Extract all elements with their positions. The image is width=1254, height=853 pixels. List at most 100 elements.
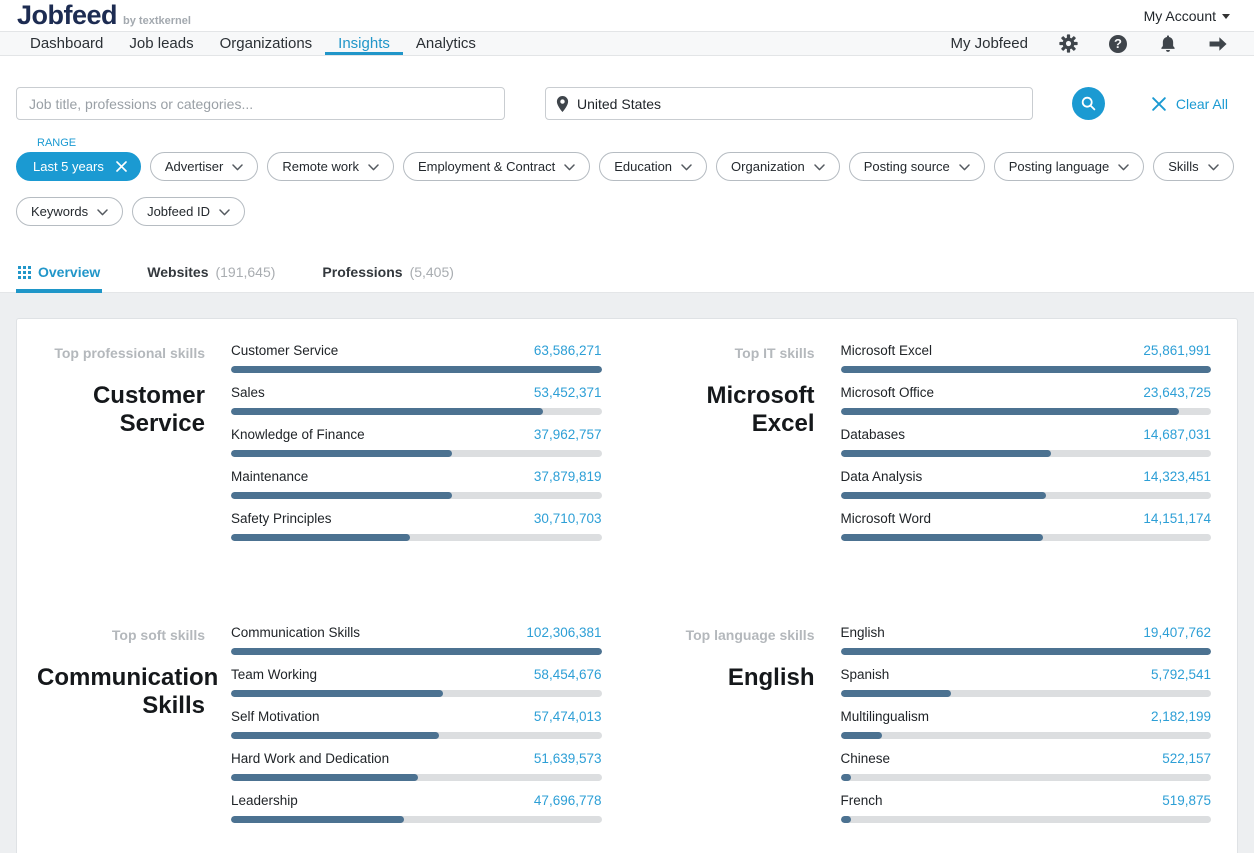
filter-chip-remote-work[interactable]: Remote work: [267, 152, 394, 181]
app-logo-suffix: by textkernel: [123, 15, 191, 27]
skill-bar-fill: [231, 690, 443, 697]
tab-overview[interactable]: Overview: [16, 264, 103, 293]
skill-line: English 19,407,762: [841, 625, 1212, 643]
skill-bar: [231, 774, 602, 781]
search-button[interactable]: [1072, 87, 1105, 120]
skill-value[interactable]: 102,306,381: [526, 625, 602, 640]
notifications-button[interactable]: [1158, 34, 1178, 54]
filter-chip-advertiser[interactable]: Advertiser: [149, 152, 259, 181]
skill-value[interactable]: 5,792,541: [1150, 667, 1211, 682]
filter-chip-jobfeed-id[interactable]: Jobfeed ID: [132, 197, 245, 226]
skill-value[interactable]: 14,323,451: [1143, 469, 1211, 484]
skill-bar-fill: [231, 534, 410, 541]
settings-button[interactable]: [1058, 34, 1078, 54]
skill-bar: [231, 492, 602, 499]
skill-value[interactable]: 30,710,703: [533, 511, 602, 526]
skill-bar-fill: [231, 366, 602, 373]
panel-top-professional-skills: Top professional skills Customer Service C…: [37, 343, 602, 553]
skill-value[interactable]: 25,861,991: [1143, 343, 1211, 358]
nav-item-organizations[interactable]: Organizations: [219, 35, 313, 52]
tab-professions[interactable]: Professions (5,405): [320, 264, 456, 293]
nav-item-insights[interactable]: Insights: [325, 32, 403, 55]
main-nav: Dashboard Job leads Organizations Insights A…: [0, 31, 1254, 56]
skill-value[interactable]: 522,157: [1162, 751, 1211, 766]
skill-bar-fill: [840, 648, 1211, 655]
skill-line: Team Working 58,454,676: [231, 667, 602, 685]
filter-chip-label: Posting source: [863, 159, 950, 174]
skill-bar: [840, 690, 1211, 697]
skill-value[interactable]: 2,182,199: [1150, 709, 1211, 724]
app-logo[interactable]: Jobfeed by textkernel: [17, 0, 191, 31]
my-account-menu[interactable]: My Account: [1144, 8, 1230, 24]
skill-value[interactable]: 51,639,573: [533, 751, 602, 766]
skill-value[interactable]: 57,474,013: [533, 709, 602, 724]
result-tabs: Overview Websites (191,645) Professions (5,4…: [0, 264, 1254, 293]
skill-list: Microsoft Excel 25,861,991 Microsoft Offic…: [840, 343, 1211, 553]
filter-chip-employment-contract[interactable]: Employment & Contract: [402, 152, 591, 181]
skill-bar-fill: [840, 690, 951, 697]
main-content: Top professional skills Customer Service C…: [0, 293, 1254, 853]
skill-row: Knowledge of Finance 37,962,757: [231, 427, 602, 457]
filter-chip-posting-language[interactable]: Posting language: [993, 152, 1145, 181]
skill-bar-fill: [840, 366, 1211, 373]
panel-heading: Top soft skills Communication Skills: [37, 625, 219, 835]
skill-value[interactable]: 519,875: [1162, 793, 1211, 808]
panel-top-soft-skills: Top soft skills Communication Skills Commu…: [37, 625, 602, 835]
top-header: Jobfeed by textkernel My Account: [0, 0, 1254, 31]
panel-top-skill: Customer Service: [92, 382, 205, 438]
skill-name: Customer Service: [231, 343, 339, 358]
nav-item-analytics[interactable]: Analytics: [415, 35, 476, 52]
skill-bar: [840, 732, 1211, 739]
skill-name: Safety Principles: [231, 511, 332, 526]
tab-label: Overview: [38, 264, 101, 280]
search-input[interactable]: [16, 87, 505, 120]
location-field[interactable]: [545, 87, 1033, 120]
panel-top-it-skills: Top IT skills Microsoft Excel Microsoft Ex…: [647, 343, 1211, 553]
skill-line: Chinese 522,157: [841, 751, 1212, 769]
skill-value[interactable]: 63,586,271: [533, 343, 602, 358]
skill-value[interactable]: 19,407,762: [1143, 625, 1211, 640]
filter-chip-skills[interactable]: Skills: [1153, 152, 1234, 181]
nav-item-job-leads[interactable]: Job leads: [129, 35, 194, 52]
skill-value[interactable]: 58,454,676: [533, 667, 602, 682]
sign-out-button[interactable]: [1208, 34, 1228, 54]
skill-bar-fill: [840, 774, 851, 781]
skill-name: Hard Work and Dedication: [231, 751, 390, 766]
tab-websites[interactable]: Websites (191,645): [145, 264, 277, 293]
panel-heading: Top IT skills Microsoft Excel: [647, 343, 815, 553]
remove-filter-icon[interactable]: [116, 161, 127, 172]
skill-value[interactable]: 14,687,031: [1143, 427, 1211, 442]
skill-name: Maintenance: [231, 469, 309, 484]
chevron-down-icon: [97, 208, 108, 215]
skill-value[interactable]: 37,962,757: [533, 427, 602, 442]
filter-chip-posting-source[interactable]: Posting source: [848, 152, 985, 181]
filter-chip-education[interactable]: Education: [599, 152, 708, 181]
bell-icon: [1161, 35, 1175, 52]
help-button[interactable]: ?: [1108, 34, 1128, 54]
skill-bar-fill: [840, 492, 1046, 499]
nav-item-dashboard[interactable]: Dashboard: [30, 35, 104, 52]
nav-item-my-jobfeed[interactable]: My Jobfeed: [950, 35, 1028, 52]
chevron-down-icon: [959, 163, 970, 170]
skill-value[interactable]: 23,643,725: [1143, 385, 1211, 400]
close-icon: [1152, 96, 1166, 111]
chevron-down-icon: [681, 163, 692, 170]
clear-all-button[interactable]: Clear All: [1152, 96, 1228, 112]
tab-count: (191,645): [215, 264, 276, 280]
search-icon: [1081, 96, 1096, 111]
filter-chip-label: Advertiser: [164, 159, 224, 174]
skill-bar-fill: [840, 816, 851, 823]
filter-chip-keywords[interactable]: Keywords: [16, 197, 124, 226]
skill-value[interactable]: 53,452,371: [533, 385, 602, 400]
skill-value[interactable]: 47,696,778: [533, 793, 602, 808]
panel-top-skill: Communication Skills: [37, 664, 219, 720]
filter-chip-last-5-years[interactable]: Last 5 years: [16, 152, 141, 181]
chevron-down-icon: [219, 208, 230, 215]
filter-chip-organization[interactable]: Organization: [716, 152, 840, 181]
skill-value[interactable]: 37,879,819: [533, 469, 602, 484]
skill-bar: [840, 534, 1211, 541]
location-input[interactable]: [577, 95, 1022, 112]
filter-chip-label: Employment & Contract: [417, 159, 556, 174]
skill-value[interactable]: 14,151,174: [1143, 511, 1211, 526]
